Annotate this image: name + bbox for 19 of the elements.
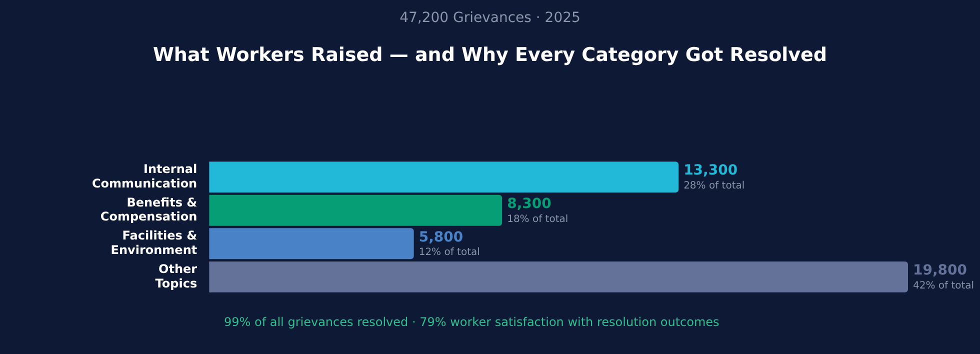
y-tick-label: Benefits & Compensation [100,195,198,224]
bar [209,194,502,226]
y-tick-label: Internal Communication [92,162,198,190]
chart-title: What Workers Raised — and Why Every Category Got Resolved [152,44,828,66]
data-label: 19,800 [913,262,968,279]
annotation: 12% of total [418,247,480,258]
bar [209,261,908,292]
annotation: 18% of total [507,214,568,225]
chart-subtitle: 47,200 Grievances · 2025 [398,10,582,26]
bar [209,162,679,193]
annotation: 42% of total [913,280,974,292]
y-tick-label: Other Topics [155,262,198,290]
data-label: 8,300 [507,196,552,212]
text: 99% of all grievances resolved · 79% worker satisfaction with resolution outcomes [224,315,720,329]
bar [209,228,414,260]
annotation: 28% of total [684,180,745,192]
data-label: 13,300 [684,162,738,179]
data-label: 5,800 [418,229,464,246]
y-tick-label: Facilities & Environment [110,228,198,257]
